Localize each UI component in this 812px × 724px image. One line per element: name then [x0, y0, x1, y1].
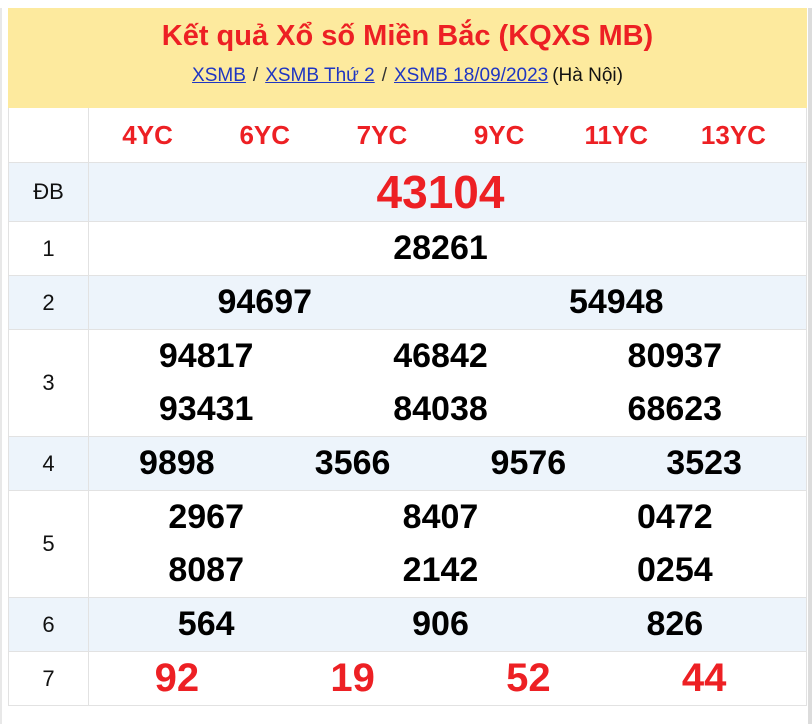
prize-number: 44: [681, 656, 727, 700]
breadcrumb-link[interactable]: XSMB: [192, 65, 246, 86]
prize-row-label: 6: [9, 598, 89, 651]
prize-row-content: 94817 46842 80937 93431 84038 68623: [89, 330, 806, 436]
prize-row: ĐB 43104: [9, 162, 806, 221]
prize-number-line: 9898 3566 9576 3523: [89, 437, 792, 490]
column-header-row: 4YC 6YC 7YC 9YC 11YC 13YC: [9, 108, 806, 162]
prize-number: 46842: [393, 337, 488, 375]
prize-row: 6 564 906 826: [9, 597, 806, 651]
prize-number-line: 28261: [89, 222, 792, 275]
content-wrapper: Kết quả Xổ số Miền Bắc (KQXS MB) XSMB / XS…: [8, 8, 807, 706]
prize-row-label: 3: [9, 330, 89, 436]
prize-number-line: 92 19 52 44: [89, 652, 792, 705]
prize-number-line: 2967 8407 0472: [89, 491, 792, 544]
prize-number: 2967: [168, 498, 244, 536]
column-header: 4YC: [122, 119, 173, 150]
prize-row-content: 9898 3566 9576 3523: [89, 437, 806, 490]
prize-row-label: 2: [9, 276, 89, 329]
prize-number: 8087: [168, 551, 244, 589]
prize-number: 43104: [376, 166, 505, 218]
prize-row-content: 94697 54948: [89, 276, 806, 329]
column-header: 7YC: [356, 119, 408, 150]
page-right-edge: [808, 8, 812, 724]
prize-number-line: 8087 2142 0254: [89, 544, 792, 597]
breadcrumb-link[interactable]: XSMB 18/09/2023: [394, 65, 549, 86]
prize-number-line: 94817 46842 80937: [89, 330, 792, 383]
prize-number: 826: [646, 605, 704, 643]
breadcrumb-separator: /: [381, 65, 387, 86]
column-header-gutter: [9, 108, 89, 162]
prize-row: 2 94697 54948: [9, 275, 806, 329]
page-title: Kết quả Xổ số Miền Bắc (KQXS MB): [161, 20, 654, 52]
prize-number: 19: [330, 656, 375, 700]
prize-row: 5 2967 8407 0472 8087 2142 0254: [9, 490, 806, 597]
prize-number: 92: [154, 656, 200, 700]
prize-row: 3 94817 46842 80937 93431 84038 68623: [9, 329, 806, 436]
prize-number: 94817: [158, 337, 254, 375]
prize-number-line: 93431 84038 68623: [89, 383, 792, 436]
prize-row-content: 564 906 826: [89, 598, 806, 651]
results-table: 4YC 6YC 7YC 9YC 11YC 13YC ĐB 43104 1 28261 2 94697…: [8, 108, 807, 706]
prize-row-label: 7: [9, 652, 89, 705]
prize-number-line: 43104: [89, 163, 792, 221]
breadcrumb-separator: /: [252, 65, 259, 86]
results-banner: Kết quả Xổ số Miền Bắc (KQXS MB) XSMB / XS…: [8, 8, 807, 108]
prize-row-label: 4: [9, 437, 89, 490]
prize-number: 80937: [627, 337, 723, 375]
breadcrumb: XSMB / XSMB Thứ 2 / XSMB 18/09/2023 (Hà Nội): [8, 65, 807, 87]
prize-row-content: 28261: [89, 222, 806, 275]
prize-row: 7 92 19 52 44: [9, 651, 806, 705]
column-header: 13YC: [700, 119, 766, 150]
prize-row-label: ĐB: [9, 163, 89, 221]
prize-number: 54948: [568, 283, 664, 321]
prize-number: 52: [506, 656, 551, 700]
prize-number: 68623: [627, 390, 723, 428]
prize-number: 8407: [402, 498, 479, 536]
prize-row-content: 2967 8407 0472 8087 2142 0254: [89, 491, 806, 597]
prize-row-content: 43104: [89, 163, 806, 221]
breadcrumb-suffix: (Hà Nội): [552, 65, 623, 86]
column-header: 9YC: [473, 119, 525, 150]
prize-row-content: 92 19 52 44: [89, 652, 806, 705]
prize-row-label: 5: [9, 491, 89, 597]
prize-number: 0254: [637, 551, 713, 589]
prize-number: 94697: [217, 283, 313, 321]
prize-number: 9898: [139, 444, 215, 482]
column-header: 11YC: [584, 119, 649, 150]
prize-number: 564: [177, 605, 235, 643]
prize-number: 3566: [314, 444, 391, 482]
prize-row: 4 9898 3566 9576 3523: [9, 436, 806, 490]
prize-number: 0472: [637, 498, 713, 536]
prize-number: 2142: [402, 551, 479, 589]
prize-rows: ĐB 43104 1 28261 2 94697 54948 3 94817 46842 80937…: [9, 162, 806, 705]
prize-row-label: 1: [9, 222, 89, 275]
page-left-edge: [0, 8, 2, 724]
prize-number: 28261: [393, 229, 488, 267]
column-header: 6YC: [239, 119, 291, 150]
prize-number: 906: [412, 605, 469, 643]
prize-number: 93431: [158, 390, 254, 428]
prize-row: 1 28261: [9, 221, 806, 275]
prize-number-line: 564 906 826: [89, 598, 792, 651]
prize-number: 3523: [666, 444, 742, 482]
prize-number: 9576: [490, 444, 567, 482]
column-header-cells: 4YC 6YC 7YC 9YC 11YC 13YC: [89, 108, 806, 162]
prize-number-line: 94697 54948: [89, 276, 792, 329]
breadcrumb-link[interactable]: XSMB Thứ 2: [265, 65, 375, 86]
prize-number: 84038: [393, 390, 488, 428]
